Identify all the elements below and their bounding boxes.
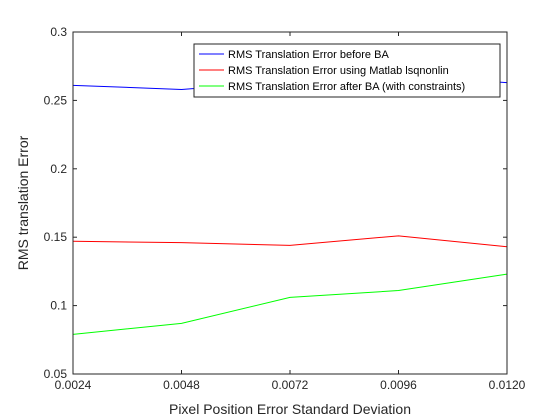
legend-label-3: RMS Translation Error after BA (with con…: [228, 81, 465, 93]
y-axis-title: RMS translation Error: [15, 135, 31, 270]
series-line-2: [72, 235, 508, 248]
x-axis-title: Pixel Position Error Standard Deviation: [169, 401, 411, 417]
y-tick-label: 0.25: [44, 93, 68, 107]
legend-box: [193, 43, 501, 98]
legend: RMS Translation Error before BA RMS Trans…: [193, 43, 501, 98]
y-tick-label: 0.1: [50, 299, 67, 313]
x-tick-label: 0.0072: [272, 378, 309, 392]
y-tick-label: 0.2: [50, 162, 67, 176]
y-tick-label: 0.15: [44, 230, 68, 244]
y-tick-label: 0.05: [44, 367, 68, 381]
x-tick-label: 0.0048: [163, 378, 200, 392]
legend-label-1: RMS Translation Error before BA: [228, 49, 389, 61]
y-tick-label: 0.3: [50, 25, 67, 39]
x-tick-label: 0.0120: [489, 378, 526, 392]
x-tick-label: 0.0024: [55, 378, 92, 392]
x-tick-label: 0.0096: [380, 378, 417, 392]
ticks-layer: 0.0024 0.0048 0.0072 0.0096 0.0120 0.05 0.1 0.1…: [44, 25, 526, 392]
series-line-3: [72, 273, 508, 335]
legend-label-2: RMS Translation Error using Matlab lsqno…: [228, 65, 449, 77]
